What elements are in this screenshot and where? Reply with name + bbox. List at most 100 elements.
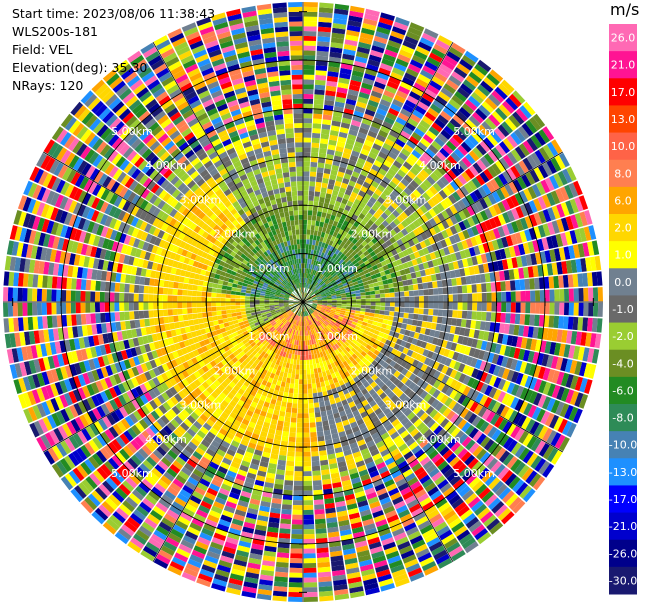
velocity-gate [356, 101, 367, 109]
velocity-gate [332, 282, 338, 287]
velocity-gate [317, 300, 323, 302]
velocity-gate [305, 350, 309, 356]
velocity-gate [256, 341, 262, 347]
velocity-gate [76, 447, 88, 461]
velocity-gate [286, 316, 291, 321]
velocity-gate [442, 449, 454, 460]
velocity-gate [208, 546, 222, 555]
velocity-gate [80, 500, 94, 514]
velocity-gate [339, 187, 347, 194]
velocity-gate [270, 362, 276, 369]
velocity-gate [430, 322, 437, 330]
velocity-gate [256, 519, 268, 527]
velocity-gate [398, 443, 408, 452]
velocity-gate [216, 448, 226, 457]
velocity-gate [289, 572, 303, 578]
velocity-gate [311, 318, 315, 324]
velocity-gate [261, 379, 268, 386]
velocity-gate [334, 249, 340, 255]
velocity-gate [215, 569, 230, 578]
velocity-gate [150, 533, 165, 545]
velocity-gate [371, 374, 379, 381]
velocity-gate [376, 276, 383, 282]
velocity-gate [483, 196, 493, 208]
velocity-gate [348, 317, 354, 321]
velocity-gate [391, 568, 407, 578]
velocity-gate [411, 393, 420, 403]
velocity-gate [348, 84, 360, 92]
velocity-gate [389, 236, 397, 244]
velocity-gate [293, 393, 298, 399]
velocity-gate [527, 326, 534, 338]
velocity-gate [515, 302, 521, 313]
velocity-gate [314, 225, 319, 231]
velocity-gate [515, 482, 529, 496]
velocity-gate [307, 383, 312, 389]
velocity-gate [236, 329, 243, 335]
velocity-gate [292, 403, 298, 409]
velocity-gate [270, 398, 277, 405]
velocity-gate [377, 573, 392, 583]
velocity-gate [490, 282, 497, 292]
velocity-gate [366, 532, 379, 541]
velocity-gate [457, 448, 468, 459]
velocity-gate [342, 270, 348, 276]
velocity-gate [215, 395, 224, 404]
velocity-gate [511, 257, 518, 269]
velocity-gate [495, 483, 508, 497]
velocity-gate [205, 448, 216, 457]
velocity-gate [183, 431, 193, 441]
velocity-gate [423, 428, 433, 439]
velocity-gate [253, 375, 260, 382]
velocity-gate [305, 287, 307, 293]
velocity-gate [386, 461, 397, 470]
velocity-gate [428, 126, 440, 137]
velocity-gate [291, 407, 298, 414]
velocity-gate [315, 348, 320, 354]
velocity-gate [307, 300, 313, 302]
velocity-gate [331, 37, 344, 44]
velocity-gate [416, 370, 425, 379]
velocity-gate [445, 325, 452, 333]
velocity-gate [506, 439, 518, 453]
velocity-gate [454, 381, 463, 392]
velocity-gate [351, 238, 358, 245]
velocity-gate [312, 344, 316, 350]
velocity-gate [324, 272, 329, 277]
velocity-gate [183, 418, 193, 428]
velocity-gate [286, 327, 290, 333]
velocity-gate [269, 372, 276, 379]
velocity-gate [156, 374, 165, 384]
velocity-gate [296, 422, 303, 428]
velocity-gate [422, 65, 436, 76]
velocity-gate [51, 463, 64, 478]
velocity-gate [321, 305, 327, 307]
velocity-gate [437, 222, 446, 232]
velocity-gate [267, 467, 277, 474]
velocity-gate [343, 193, 350, 201]
velocity-gate [240, 490, 252, 499]
velocity-gate [323, 109, 333, 116]
velocity-gate [263, 347, 269, 353]
velocity-gate [248, 359, 255, 366]
velocity-gate [474, 234, 483, 245]
velocity-gate [481, 283, 487, 293]
velocity-gate [339, 202, 346, 210]
velocity-gate [134, 436, 145, 448]
velocity-gate [370, 49, 384, 58]
velocity-gate [135, 396, 145, 407]
velocity-gate [127, 457, 139, 470]
velocity-gate [336, 271, 343, 277]
velocity-gate [355, 241, 361, 248]
velocity-gate [43, 450, 55, 465]
velocity-gate [166, 435, 177, 446]
velocity-gate [573, 408, 583, 424]
velocity-gate [385, 85, 397, 94]
velocity-gate [407, 530, 421, 541]
velocity-gate [515, 206, 525, 219]
velocity-gate [358, 395, 366, 403]
velocity-gate [337, 251, 343, 257]
velocity-gate [303, 166, 310, 172]
velocity-gate [377, 196, 385, 204]
